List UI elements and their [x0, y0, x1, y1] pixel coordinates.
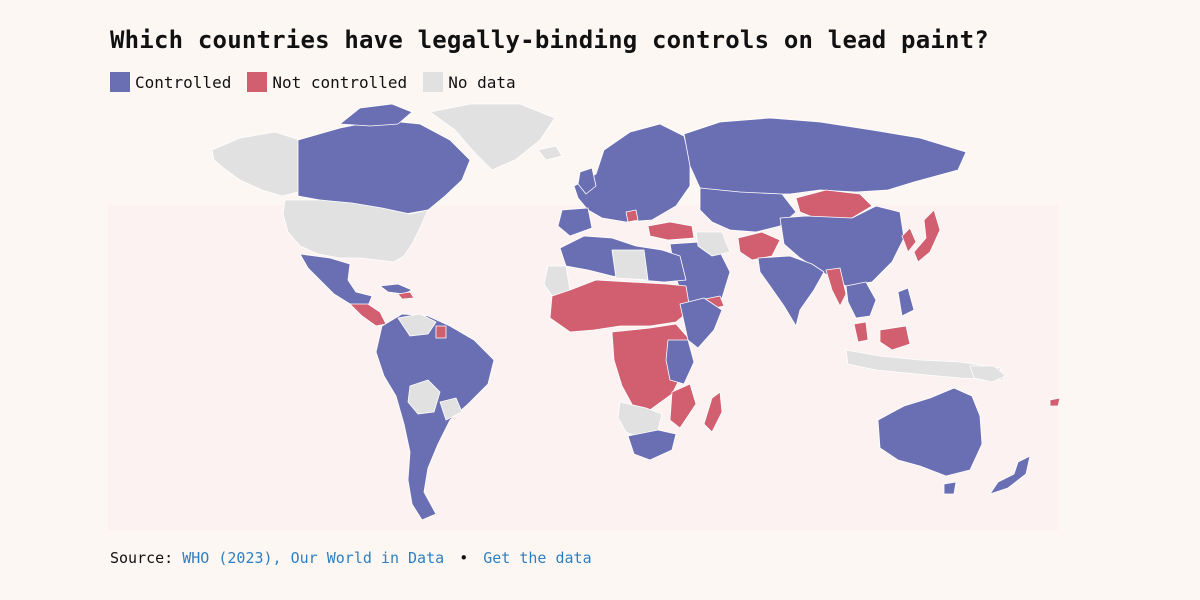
- region-southeast-asia[interactable]: [845, 281, 877, 319]
- region-tasmania[interactable]: [943, 481, 957, 495]
- region-borneo[interactable]: [879, 325, 911, 351]
- region-alaska[interactable]: [211, 131, 301, 197]
- region-paraguay[interactable]: [439, 397, 463, 421]
- legend-label-not-controlled: Not controlled: [272, 72, 408, 92]
- region-philippines[interactable]: [897, 287, 915, 317]
- region-malaysia[interactable]: [853, 321, 869, 343]
- region-uk-ireland[interactable]: [577, 167, 597, 195]
- region-india[interactable]: [757, 255, 825, 327]
- region-venezuela-guyana[interactable]: [397, 313, 437, 337]
- region-russia[interactable]: [683, 117, 967, 195]
- region-bolivia[interactable]: [407, 379, 441, 415]
- legend-swatch-no-data: [423, 72, 444, 92]
- region-iran-afghanistan[interactable]: [737, 231, 781, 261]
- region-canada[interactable]: [297, 119, 471, 215]
- region-libya[interactable]: [611, 249, 649, 281]
- region-balkans[interactable]: [625, 209, 639, 223]
- region-korea[interactable]: [901, 227, 917, 253]
- legend-item-controlled[interactable]: Controlled: [110, 72, 231, 92]
- region-iraq-syria[interactable]: [695, 231, 731, 257]
- region-madagascar[interactable]: [703, 391, 723, 433]
- region-canadian-arctic[interactable]: [339, 103, 413, 127]
- region-europe[interactable]: [573, 123, 691, 223]
- legend-swatch-not-controlled: [247, 72, 268, 92]
- region-greenland[interactable]: [429, 103, 556, 171]
- region-suriname[interactable]: [435, 325, 447, 339]
- region-japan[interactable]: [913, 209, 941, 263]
- region-indonesia[interactable]: [845, 349, 1005, 381]
- legend-item-not-controlled[interactable]: Not controlled: [247, 72, 407, 92]
- region-kazakhstan-central-asia[interactable]: [699, 187, 797, 233]
- legend-item-no-data[interactable]: No data: [423, 72, 516, 92]
- region-mexico[interactable]: [299, 253, 373, 307]
- region-papua-new-guinea[interactable]: [969, 365, 1007, 383]
- footer-separator: •: [459, 549, 469, 567]
- legend: Controlled Not controlled No data: [110, 72, 516, 92]
- region-kenya-tanzania[interactable]: [665, 339, 695, 385]
- region-united-states[interactable]: [282, 199, 429, 263]
- region-mozambique[interactable]: [669, 383, 697, 429]
- footer: Source: WHO (2023), Our World in Data • …: [110, 549, 592, 567]
- source-label: Source:: [110, 549, 174, 567]
- legend-label-no-data: No data: [448, 72, 516, 92]
- world-map: [0, 100, 1200, 530]
- world-map-svg: [108, 103, 1061, 530]
- region-east-africa[interactable]: [679, 297, 723, 349]
- region-myanmar[interactable]: [825, 267, 847, 307]
- legend-label-controlled: Controlled: [135, 72, 232, 92]
- get-data-link[interactable]: Get the data: [483, 549, 592, 567]
- chart-title: Which countries have legally-binding con…: [110, 26, 989, 54]
- region-mongolia[interactable]: [795, 189, 873, 221]
- source-link[interactable]: WHO (2023), Our World in Data: [182, 549, 445, 567]
- region-hispaniola[interactable]: [397, 291, 415, 300]
- region-iberia[interactable]: [557, 207, 593, 237]
- region-iceland[interactable]: [537, 145, 563, 161]
- region-pacific-islands[interactable]: [1049, 397, 1061, 407]
- region-china[interactable]: [779, 205, 905, 287]
- region-australia[interactable]: [877, 387, 983, 477]
- legend-swatch-controlled: [110, 72, 130, 92]
- region-south-africa[interactable]: [627, 429, 677, 461]
- region-south-america[interactable]: [375, 313, 495, 521]
- region-turkey[interactable]: [647, 221, 695, 241]
- region-new-zealand[interactable]: [989, 455, 1031, 495]
